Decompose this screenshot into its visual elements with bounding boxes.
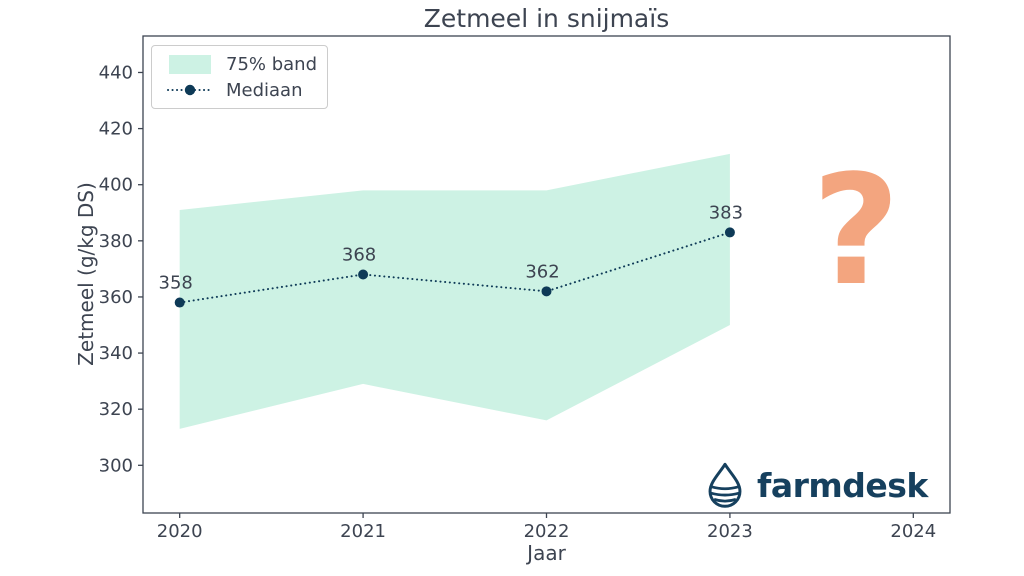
svg-text:2024: 2024 [890, 521, 936, 542]
droplet-icon [708, 462, 742, 508]
svg-text:380: 380 [99, 231, 133, 252]
svg-text:2023: 2023 [707, 521, 753, 542]
farmdesk-logo: farmdesk [702, 462, 928, 508]
legend-band-label: 75% band [226, 53, 318, 75]
legend: 75% band Mediaan [151, 45, 328, 109]
y-axis-label: Zetmeel (g/kg DS) [74, 182, 98, 366]
svg-text:420: 420 [99, 119, 133, 140]
svg-text:320: 320 [99, 399, 133, 420]
band-swatch-key [166, 54, 214, 74]
svg-text:400: 400 [99, 175, 133, 196]
svg-text:383: 383 [709, 202, 743, 223]
legend-item-median: Mediaan [166, 80, 317, 101]
svg-text:340: 340 [99, 343, 133, 364]
svg-text:360: 360 [99, 287, 133, 308]
x-axis-label: Jaar [527, 541, 566, 565]
svg-text:358: 358 [159, 273, 193, 294]
svg-text:2022: 2022 [524, 521, 570, 542]
median-line-key [166, 83, 214, 97]
svg-text:368: 368 [342, 245, 376, 266]
svg-text:440: 440 [99, 62, 133, 83]
svg-text:362: 362 [525, 261, 559, 282]
median-line-sample-icon [167, 84, 213, 96]
svg-text:2021: 2021 [340, 521, 386, 542]
question-mark-annotation: ? [811, 142, 901, 319]
legend-item-band: 75% band [166, 54, 317, 75]
chart-title: Zetmeel in snijmaïs [423, 4, 670, 33]
svg-text:2020: 2020 [157, 521, 203, 542]
logo-text: farmdesk [757, 465, 928, 505]
svg-text:300: 300 [99, 455, 133, 476]
legend-median-label: Mediaan [226, 79, 303, 101]
band-swatch [169, 54, 211, 74]
